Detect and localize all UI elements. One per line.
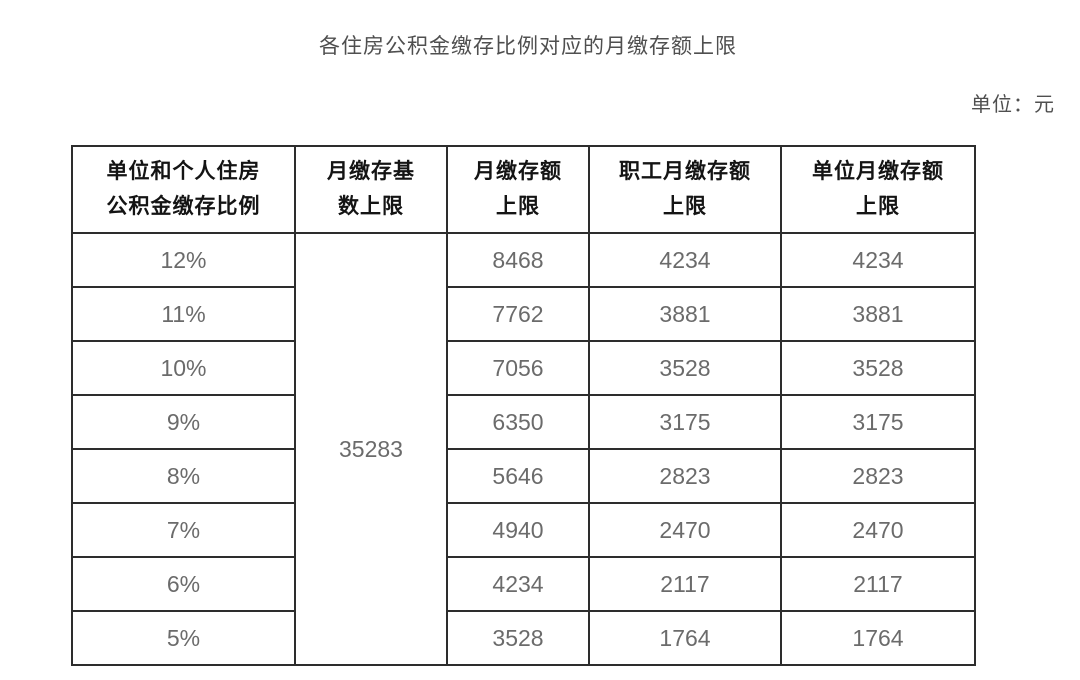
employee-limit-cell: 4234 <box>588 232 782 288</box>
employee-limit-cell: 3881 <box>588 286 782 342</box>
monthly-limit-cell: 8468 <box>446 232 590 288</box>
monthly-limit-cell: 6350 <box>446 394 590 450</box>
employee-limit-cell: 1764 <box>588 610 782 666</box>
employer-limit-cell: 2823 <box>780 448 976 504</box>
ratio-cell: 12% <box>71 232 296 288</box>
ratio-cell: 10% <box>71 340 296 396</box>
monthly-limit-cell: 5646 <box>446 448 590 504</box>
table-row: 11% 7762 3881 3881 <box>71 286 976 342</box>
employee-limit-cell: 2823 <box>588 448 782 504</box>
monthly-limit-cell: 4234 <box>446 556 590 612</box>
ratio-cell: 6% <box>71 556 296 612</box>
ratio-cell: 8% <box>71 448 296 504</box>
base-limit-merged-cell: 35283 <box>294 232 448 666</box>
employer-limit-cell: 1764 <box>780 610 976 666</box>
table-row: 12% 35283 8468 4234 4234 <box>71 232 976 666</box>
ratio-cell: 5% <box>71 610 296 666</box>
employer-limit-cell: 3528 <box>780 340 976 396</box>
ratio-cell: 11% <box>71 286 296 342</box>
employer-limit-cell: 3881 <box>780 286 976 342</box>
unit-label: 单位：元 <box>971 94 1055 116</box>
fund-limit-table: 单位和个人住房 公积金缴存比例 月缴存基 数上限 月缴存额 上限 职工月缴存额 … <box>71 145 976 666</box>
table-row: 8% 5646 2823 2823 <box>71 448 976 504</box>
monthly-limit-cell: 4940 <box>446 502 590 558</box>
employee-limit-cell: 2117 <box>588 556 782 612</box>
header-base-limit: 月缴存基 数上限 <box>294 145 448 234</box>
monthly-limit-cell: 7762 <box>446 286 590 342</box>
employee-limit-cell: 3175 <box>588 394 782 450</box>
page-title: 各住房公积金缴存比例对应的月缴存额上限 <box>319 35 737 58</box>
header-row: 单位和个人住房 公积金缴存比例 月缴存基 数上限 月缴存额 上限 职工月缴存额 … <box>71 145 976 234</box>
table-row: 7% 4940 2470 2470 <box>71 502 976 558</box>
table-row: 9% 6350 3175 3175 <box>71 394 976 450</box>
monthly-limit-cell: 3528 <box>446 610 590 666</box>
employer-limit-cell: 2470 <box>780 502 976 558</box>
employee-limit-cell: 2470 <box>588 502 782 558</box>
table-row: 5% 3528 1764 1764 <box>71 610 976 666</box>
header-monthly-limit: 月缴存额 上限 <box>446 145 590 234</box>
table-row: 6% 4234 2117 2117 <box>71 556 976 612</box>
employer-limit-cell: 4234 <box>780 232 976 288</box>
ratio-cell: 9% <box>71 394 296 450</box>
employee-limit-cell: 3528 <box>588 340 782 396</box>
header-employee-limit: 职工月缴存额 上限 <box>588 145 782 234</box>
employer-limit-cell: 2117 <box>780 556 976 612</box>
monthly-limit-cell: 7056 <box>446 340 590 396</box>
header-ratio: 单位和个人住房 公积金缴存比例 <box>71 145 296 234</box>
ratio-cell: 7% <box>71 502 296 558</box>
header-employer-limit: 单位月缴存额 上限 <box>780 145 976 234</box>
table-row: 10% 7056 3528 3528 <box>71 340 976 396</box>
employer-limit-cell: 3175 <box>780 394 976 450</box>
